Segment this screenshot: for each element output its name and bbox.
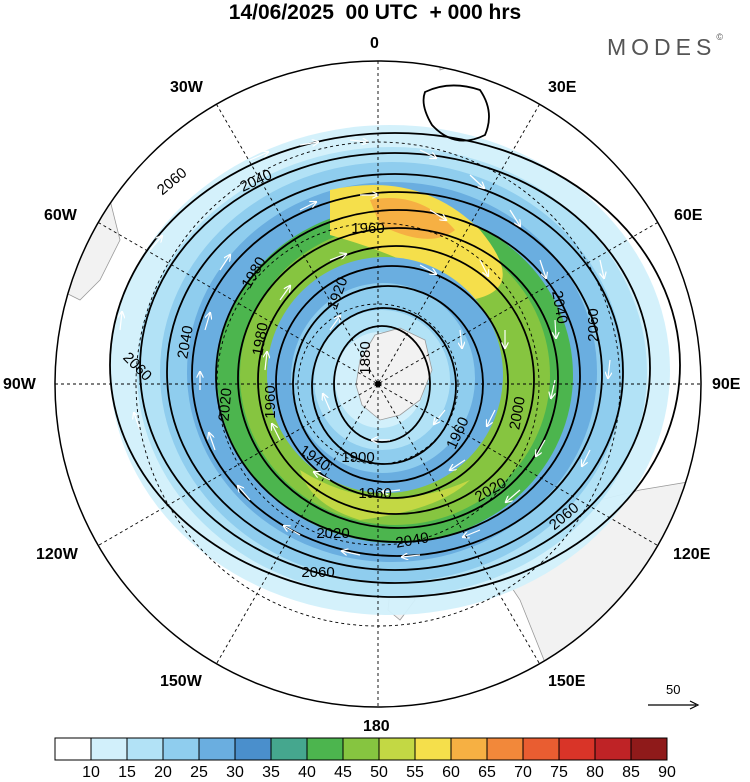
colorbar-swatch [162,737,200,761]
contour-label: 2020 [216,387,236,422]
colorbar [54,737,668,761]
map-title: 14/06/2025 00 UTC + 000 hrs [228,1,522,24]
lon-label-60e: 60E [674,207,703,224]
colorbar-tick-label: 60 [442,764,460,781]
lon-label-90w: 90W [3,376,36,393]
colorbar-tick-label: 25 [190,764,208,781]
lon-label-150e: 150E [548,673,586,690]
lon-label-150w: 150W [160,673,202,690]
colorbar-tick-label: 15 [118,764,136,781]
contour-label: 1960 [262,385,279,418]
lon-label-30w: 30W [170,79,203,96]
contour-label: 2060 [301,564,334,581]
colorbar-tick-label: 75 [550,764,568,781]
lon-label-180: 180 [363,718,390,735]
colorbar-swatch [414,737,452,761]
colorbar-swatch [342,737,380,761]
reference-vector-label: 50 [666,682,681,697]
contour-label: 1960 [351,220,384,237]
colorbar-swatch [54,737,92,761]
contour-label: 2040 [174,324,197,360]
colorbar-tick-label: 10 [82,764,100,781]
contour-label: 1960 [358,485,391,502]
colorbar-swatch [234,737,272,761]
contour-label: 1900 [341,449,374,466]
colorbar-tick-label: 50 [370,764,388,781]
colorbar-swatch [306,737,344,761]
colorbar-swatch [630,737,668,761]
lon-label-120e: 120E [673,546,711,563]
colorbar-swatch [270,737,308,761]
colorbar-tick-label: 20 [154,764,172,781]
colorbar-swatch [90,737,128,761]
colorbar-swatch [486,737,524,761]
north-pole-marker [375,381,381,387]
contour-label: 2000 [506,395,529,431]
colorbar-swatch [126,737,164,761]
colorbar-swatch [450,737,488,761]
colorbar-tick-label: 30 [226,764,244,781]
reference-vector-head [689,700,700,710]
contour-label: 1880 [357,341,374,374]
map-boundary [54,60,702,708]
lon-label-60w: 60W [44,207,77,224]
contour-label: 1980 [249,321,272,357]
colorbar-swatch [198,737,236,761]
lon-label-0: 0 [370,35,379,52]
colorbar-swatch [378,737,416,761]
contour-label: 2040 [394,529,430,552]
wind-vectors [120,140,610,557]
contour-label: 2040 [548,289,571,325]
map-disc [55,61,701,707]
copyright-mark: © [716,32,723,42]
height-contours [109,84,681,598]
colorbar-tick-label: 65 [478,764,496,781]
colorbar-tick-label: 90 [658,764,676,781]
lon-label-90e: 90E [712,376,741,393]
lon-label-30e: 30E [548,79,577,96]
colorbar-swatch [522,737,560,761]
colorbar-tick-label: 35 [262,764,280,781]
modes-logo: MODES© [607,32,723,61]
colorbar-tick-label: 80 [586,764,604,781]
colorbar-tick-label: 85 [622,764,640,781]
brand-name: MODES [607,34,717,60]
colorbar-swatch [558,737,596,761]
colorbar-tick-label: 40 [298,764,316,781]
colorbar-swatch [594,737,632,761]
contour-label: 2020 [316,525,349,542]
colorbar-tick-label: 55 [406,764,424,781]
colorbar-tick-label: 45 [334,764,352,781]
graticule [55,61,701,707]
contour-label: 2060 [585,308,602,341]
lon-label-120w: 120W [36,546,78,563]
colorbar-tick-label: 70 [514,764,532,781]
